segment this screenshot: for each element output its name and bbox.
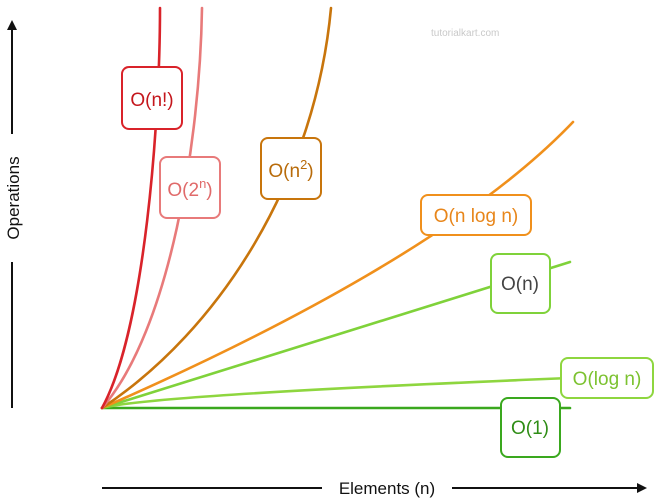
x-axis: Elements (n) [102,479,647,498]
label-linear-text: O(n) [501,274,539,295]
complexity-curves [100,6,575,410]
label-linearithmic-box [420,194,532,236]
label-exponential-post: ) [206,180,212,201]
label-linearithmic: O(n log n) [420,194,532,236]
curve-logarithmic [100,376,572,410]
label-factorial: O(n!) [121,66,183,130]
label-logarithmic-box [560,357,654,399]
y-axis-label: Operations [4,156,23,239]
label-exponential-sup: n [199,176,206,191]
label-logarithmic: O(log n) [560,357,654,399]
label-linear: O(n) [490,253,551,314]
curve-linearithmic [100,120,575,410]
label-quadratic: O(n2) [260,137,322,200]
y-axis: Operations [4,20,23,408]
curve-quadratic [100,6,333,410]
watermark-text: tutorialkart.com [431,28,499,39]
label-exponential-pre: O(2 [167,180,199,201]
curve-exponential [100,6,204,410]
label-linear-box [490,253,551,314]
label-factorial-text: O(n!) [130,90,173,111]
label-constant-box [500,397,561,458]
label-quadratic-sup: 2 [300,157,307,172]
label-exponential: O(2n) [159,156,221,219]
label-quadratic-post: ) [307,161,313,182]
label-linearithmic-text: O(n log n) [434,206,518,227]
label-constant-text: O(1) [511,418,549,439]
label-quadratic-text: O(n2) [268,157,313,182]
label-exponential-box [159,156,221,219]
label-quadratic-pre: O(n [268,161,300,182]
curve-factorial [100,6,162,410]
label-factorial-box [121,66,183,130]
label-constant: O(1) [500,397,561,458]
label-quadratic-box [260,137,322,200]
x-axis-label: Elements (n) [339,479,435,498]
label-exponential-text: O(2n) [167,176,212,201]
label-logarithmic-text: O(log n) [573,369,642,390]
